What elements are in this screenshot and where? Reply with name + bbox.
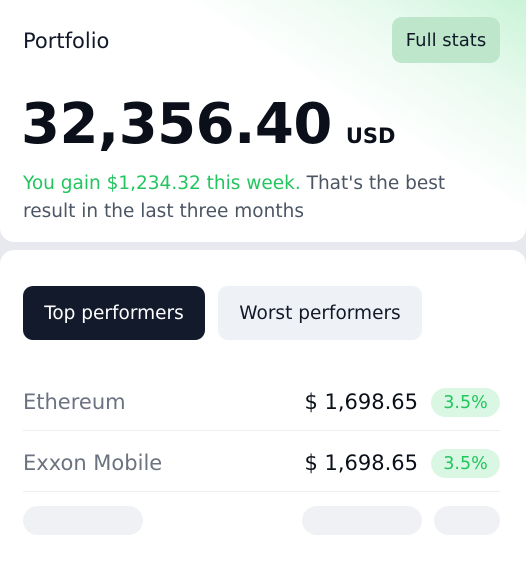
full-stats-button[interactable]: Full stats xyxy=(392,17,500,63)
skeleton-name-placeholder xyxy=(23,506,143,535)
performers-card: Top performers Worst performers Ethereum… xyxy=(0,250,526,564)
portfolio-title: Portfolio xyxy=(23,29,110,53)
change-badge: 3.5% xyxy=(431,388,500,417)
list-item[interactable]: Exxon Mobile $ 1,698.65 3.5% xyxy=(23,433,500,493)
asset-price: $ 1,698.65 xyxy=(304,451,418,475)
weekly-gain-text: You gain $1,234.32 this week. xyxy=(23,173,301,194)
portfolio-balance: 32,356.40 USD xyxy=(21,92,395,157)
weekly-summary: You gain $1,234.32 this week. That's the… xyxy=(23,170,483,226)
summary-text: That's the best result in the last three… xyxy=(23,173,446,222)
list-item[interactable]: Ethereum $ 1,698.65 3.5% xyxy=(23,372,500,432)
tab-worst-performers[interactable]: Worst performers xyxy=(218,286,422,340)
asset-name: Ethereum xyxy=(23,390,126,414)
balance-currency: USD xyxy=(345,124,396,148)
divider xyxy=(23,430,500,431)
asset-name: Exxon Mobile xyxy=(23,451,163,475)
portfolio-card: Portfolio Full stats 32,356.40 USD You g… xyxy=(0,0,526,242)
asset-price: $ 1,698.65 xyxy=(304,390,418,414)
divider xyxy=(23,491,500,492)
balance-amount: 32,356.40 xyxy=(21,92,332,157)
tab-top-performers[interactable]: Top performers xyxy=(23,286,205,340)
skeleton-badge-placeholder xyxy=(434,506,500,535)
skeleton-price-placeholder xyxy=(302,506,422,535)
change-badge: 3.5% xyxy=(431,449,500,478)
